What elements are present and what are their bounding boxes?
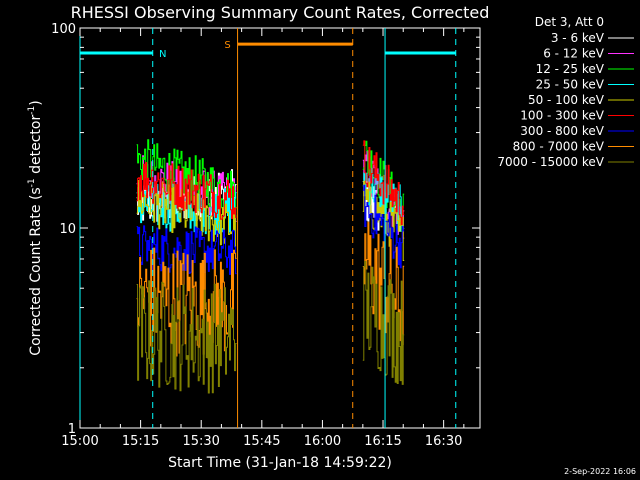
x-tick-label-5: 16:00 [304, 434, 341, 449]
y-axis-label-part-3: ) [28, 100, 44, 105]
legend-label-5: 50 - 100 keV [528, 93, 605, 107]
x-tick-label-3: 15:30 [182, 434, 219, 449]
flag-label-N: N [159, 49, 166, 60]
flag-label-S: S [224, 40, 230, 51]
legend-label-4: 25 - 50 keV [536, 78, 605, 92]
x-tick-label-6: 16:15 [364, 434, 401, 449]
series-line-6-segment-2 [362, 140, 405, 226]
legend-label-6: 100 - 300 keV [520, 109, 604, 123]
y-axis-label-part-1: Corrected Count Rate (s [28, 187, 44, 355]
legend-label-2: 6 - 12 keV [543, 47, 605, 61]
legend-header: Det 3, Att 0 [535, 15, 604, 29]
legend-label-9: 7000 - 15000 keV [497, 155, 604, 169]
series-line-9-segment-1 [136, 280, 237, 394]
x-tick-label-2: 15:15 [122, 434, 159, 449]
series-line-6-segment-1 [136, 162, 237, 220]
y-tick-label-1: 1 [68, 422, 76, 437]
series-line-7-segment-2 [362, 184, 405, 269]
legend-label-1: 3 - 6 keV [551, 31, 605, 45]
x-tick-label-4: 15:45 [243, 434, 280, 449]
series-line-7-segment-1 [136, 225, 237, 275]
legend-label-7: 300 - 800 keV [520, 124, 604, 138]
legend-label-8: 800 - 7000 keV [513, 140, 605, 154]
series-line-8-segment-2 [362, 221, 405, 346]
footer-timestamp: 2-Sep-2022 16:06 [564, 467, 636, 476]
tick-layer: 15:00 15:15 15:30 15:45 16:00 16:15 16:30 1 10 10… [51, 22, 480, 449]
x-axis-label: Start Time (31-Jan-18 14:59:22) [168, 455, 392, 471]
chart-title: RHESSI Observing Summary Count Rates, Co… [71, 3, 490, 22]
x-tick-label-7: 16:30 [425, 434, 462, 449]
x-tick-label-1: 15:00 [61, 434, 98, 449]
series-line-5-segment-2 [362, 180, 405, 261]
data-layer [136, 139, 405, 394]
y-tick-label-3: 100 [51, 22, 76, 37]
y-axis-label: Corrected Count Rate (s-1 detector-1) [27, 100, 44, 355]
legend-label-3: 12 - 25 keV [536, 62, 605, 76]
y-axis-label-part-2: detector [28, 115, 44, 179]
y-tick-label-2: 10 [59, 222, 76, 237]
y-axis-label-sup-2: -1 [27, 106, 37, 115]
y-axis-label-sup-1: -1 [27, 178, 37, 187]
series-line-9-segment-2 [362, 261, 405, 385]
